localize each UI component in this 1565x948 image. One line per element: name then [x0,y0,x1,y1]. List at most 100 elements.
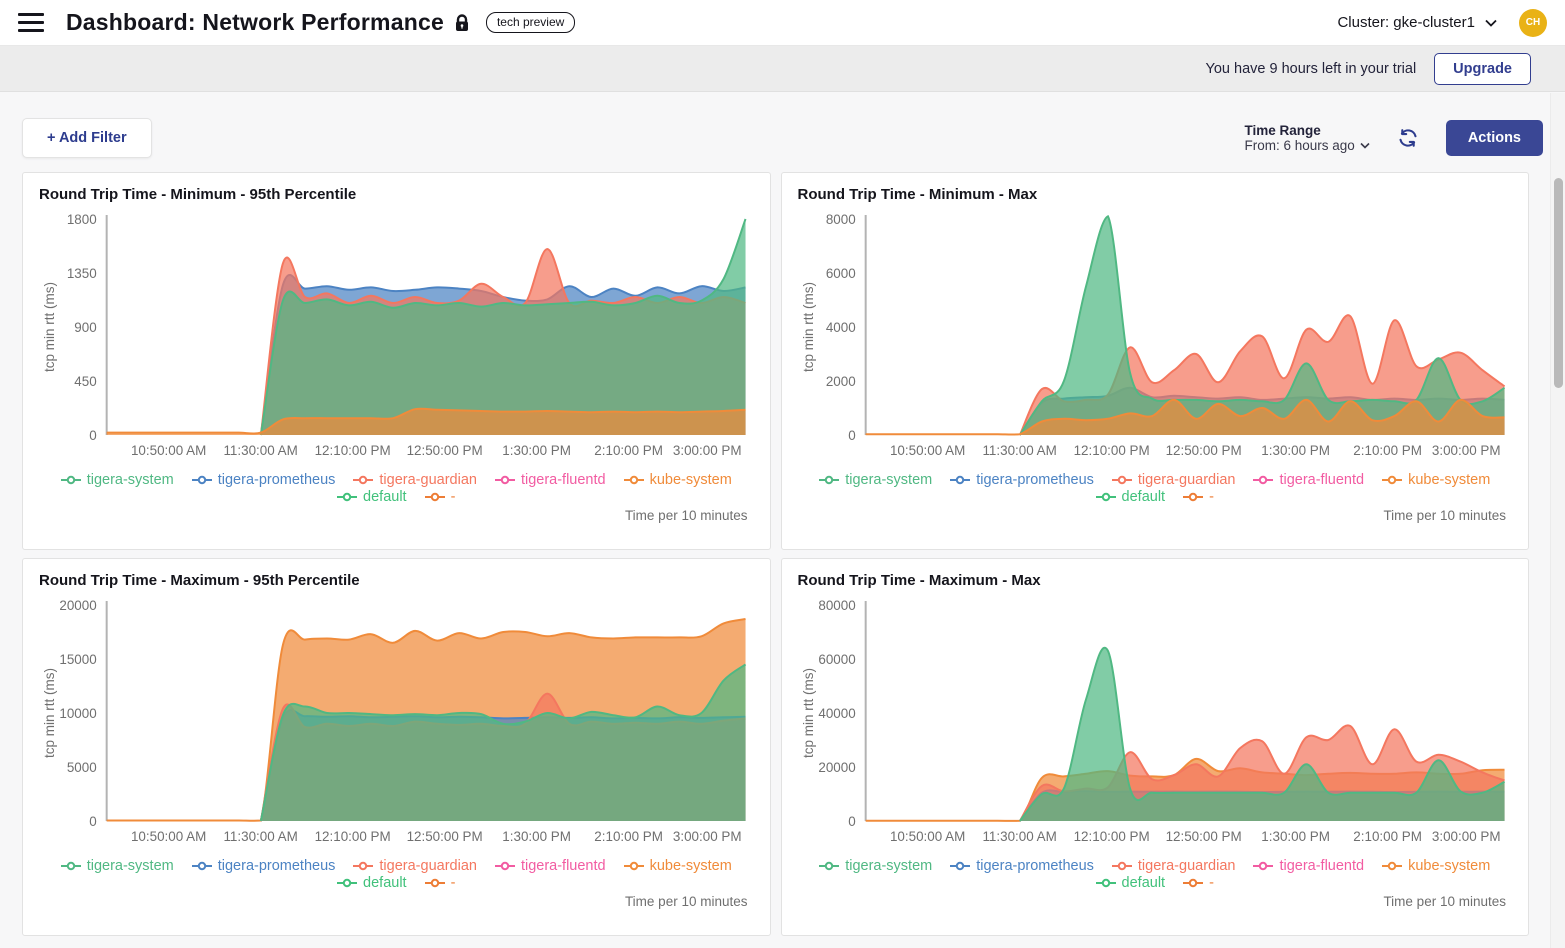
legend-label: tigera-fluentd [520,472,606,488]
legend-item-tigera-guardian[interactable]: tigera-guardian [353,472,477,488]
legend-marker-icon [1111,475,1132,485]
svg-text:12:50:00 PM: 12:50:00 PM [1165,829,1241,844]
refresh-button[interactable] [1396,126,1420,150]
refresh-icon [1399,129,1417,147]
legend-label: tigera-fluentd [1279,858,1365,874]
legend-item-tigera-fluentd[interactable]: tigera-fluentd [1253,472,1364,488]
chart-legend: tigera-system tigera-prometheus tigera-gua… [39,472,754,505]
legend-label: tigera-prometheus [217,858,336,874]
legend-item-tigera-prometheus[interactable]: tigera-prometheus [950,472,1094,488]
cluster-selector[interactable]: Cluster: gke-cluster1 [1337,14,1497,31]
scrollbar-track[interactable] [1550,93,1565,948]
line-series-tigera-system [1018,215,1505,436]
line-series-kube-system [865,398,1505,436]
legend-item-tigera-prometheus[interactable]: tigera-prometheus [191,858,336,874]
legend-label: tigera-prometheus [976,472,1094,488]
svg-text:12:10:00 PM: 12:10:00 PM [315,443,391,458]
chevron-down-icon [1360,142,1370,149]
legend-marker-icon [60,475,81,485]
line-series-kube-system [106,618,746,822]
legend-marker-icon [623,475,644,485]
legend-marker-icon [1253,475,1274,485]
legend-item-tigera-guardian[interactable]: tigera-guardian [1111,472,1235,488]
svg-text:10000: 10000 [59,706,96,721]
legend-item-dash[interactable]: - [1183,489,1214,505]
page-title: Dashboard: Network Performance [66,9,444,35]
legend-item-default[interactable]: default [337,489,407,505]
svg-text:0: 0 [848,428,855,443]
svg-text:10:50:00 AM: 10:50:00 AM [131,443,206,458]
legend-marker-icon [1095,878,1116,888]
legend-item-tigera-system[interactable]: tigera-system [60,858,174,874]
svg-text:20000: 20000 [59,598,96,613]
svg-text:tcp min rtt (ms): tcp min rtt (ms) [800,282,815,372]
legend-item-kube-system[interactable]: kube-system [1382,472,1490,488]
legend-item-tigera-fluentd[interactable]: tigera-fluentd [1253,858,1364,874]
legend-marker-icon [950,475,971,485]
legend-marker-icon [494,861,515,871]
svg-text:12:10:00 PM: 12:10:00 PM [1073,443,1149,458]
legend-item-kube-system[interactable]: kube-system [1382,858,1490,874]
chart-canvas[interactable]: 0 2000 4000 6000 8000 10:50:00 AM 11:30:00 AM 1… [798,205,1513,465]
upgrade-button[interactable]: Upgrade [1434,52,1531,85]
chart-canvas[interactable]: 0 450 900 1350 1800 10:50:00 AM 11:30:00 AM 12:… [39,205,754,465]
svg-text:20000: 20000 [818,760,855,775]
avatar[interactable]: CH [1519,8,1547,37]
legend-item-dash[interactable]: - [424,875,455,891]
tech-preview-badge: tech preview [485,12,576,33]
legend-item-tigera-fluentd[interactable]: tigera-fluentd [494,472,606,488]
legend-item-kube-system[interactable]: kube-system [623,472,732,488]
chart-legend: tigera-system tigera-prometheus tigera-gua… [798,858,1513,891]
chart-card-3: Round Trip Time - Maximum - Max 0 20000 400… [780,558,1529,936]
legend-marker-icon [1253,861,1274,871]
legend-marker-icon [191,475,212,485]
legend-label: kube-system [1408,858,1491,874]
svg-text:15000: 15000 [59,652,96,667]
svg-text:2:10:00 PM: 2:10:00 PM [594,829,663,844]
svg-text:450: 450 [74,374,96,389]
legend-item-dash[interactable]: - [424,489,456,505]
area-series-tigera-system [1019,647,1505,821]
app-header: Dashboard: Network Performance tech prev… [0,0,1565,46]
chart-canvas[interactable]: 0 20000 40000 60000 80000 10:50:00 AM 11:30:00… [798,591,1513,851]
legend-item-kube-system[interactable]: kube-system [623,858,732,874]
legend-item-default[interactable]: default [1095,489,1165,505]
legend-item-default[interactable]: default [337,875,407,891]
legend-marker-icon [623,861,644,871]
legend-marker-icon [191,861,212,871]
legend-marker-icon [337,878,358,888]
legend-item-tigera-system[interactable]: tigera-system [60,472,174,488]
legend-item-dash[interactable]: - [1183,875,1214,891]
legend-marker-icon [60,861,81,871]
legend-marker-icon [1111,861,1132,871]
time-range-dropdown[interactable]: From: 6 hours ago [1245,138,1370,153]
legend-marker-icon [1382,861,1403,871]
legend-item-tigera-system[interactable]: tigera-system [819,472,932,488]
legend-item-default[interactable]: default [1095,875,1165,891]
legend-marker-icon [353,475,374,485]
scrollbar-thumb[interactable] [1554,178,1563,388]
svg-text:12:50:00 PM: 12:50:00 PM [407,829,483,844]
chart-canvas[interactable]: 0 5000 10000 15000 20000 10:50:00 AM 11:30:00 … [39,591,754,851]
legend-label: - [450,489,456,505]
svg-text:900: 900 [74,320,96,335]
legend-label: default [363,489,407,505]
legend-item-tigera-prometheus[interactable]: tigera-prometheus [191,472,335,488]
svg-text:0: 0 [848,814,855,829]
add-filter-button[interactable]: + Add Filter [22,118,152,158]
svg-text:60000: 60000 [818,652,855,667]
legend-item-tigera-prometheus[interactable]: tigera-prometheus [950,858,1094,874]
cluster-selector-label: Cluster: gke-cluster1 [1337,14,1475,31]
chart-footer-note: Time per 10 minutes [624,894,748,909]
line-series-tigera-system [1018,647,1505,822]
legend-item-tigera-guardian[interactable]: tigera-guardian [1111,858,1235,874]
legend-item-tigera-guardian[interactable]: tigera-guardian [353,858,477,874]
legend-label: tigera-guardian [379,472,477,488]
menu-icon[interactable] [18,13,44,32]
legend-marker-icon [1183,878,1204,888]
legend-item-tigera-fluentd[interactable]: tigera-fluentd [494,858,606,874]
svg-text:12:50:00 PM: 12:50:00 PM [1165,443,1241,458]
legend-item-tigera-system[interactable]: tigera-system [819,858,932,874]
chart-footer-note: Time per 10 minutes [1383,508,1506,523]
actions-button[interactable]: Actions [1445,120,1543,156]
